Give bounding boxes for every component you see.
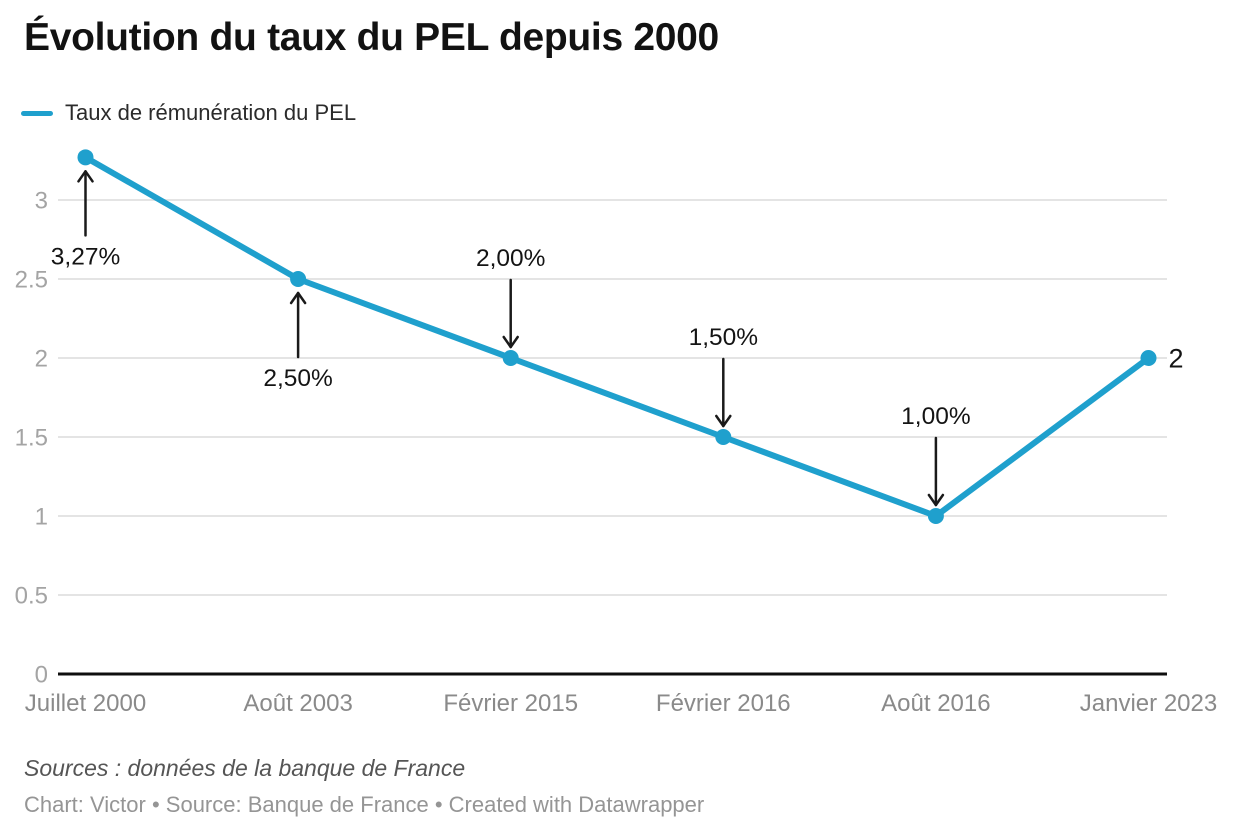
data-point [290, 271, 307, 287]
annotation-label: 1,00% [901, 403, 970, 430]
annotation-arrowhead [77, 170, 94, 183]
data-point [927, 508, 944, 524]
legend: Taux de rémunération du PEL [21, 100, 356, 126]
byline: Chart: Victor • Source: Banque de France… [24, 792, 705, 817]
annotation-arrowhead [715, 414, 732, 428]
data-point [502, 350, 519, 366]
x-axis-label: Janvier 2023 [1080, 690, 1217, 717]
data-point [715, 429, 732, 445]
legend-line-swatch [21, 110, 53, 116]
annotation-label: 2,00% [476, 245, 545, 272]
series-line [82, 154, 1152, 519]
y-tick-label: 0 [35, 662, 48, 689]
data-point [77, 149, 94, 166]
sources-note: Sources : données de la banque de France [24, 755, 466, 781]
annotation-arrowhead [502, 335, 519, 349]
chart-title: Évolution du taux du PEL depuis 2000 [24, 16, 719, 59]
y-tick-label: 3 [35, 188, 48, 215]
annotation-arrowhead [289, 291, 307, 305]
y-tick-label: 1 [35, 504, 48, 531]
y-tick-label: 2 [35, 346, 48, 373]
annotation-label: 1,50% [689, 324, 758, 351]
x-axis-label: Août 2016 [881, 690, 990, 717]
annotation-label: 3,27% [51, 243, 120, 270]
x-axis-label: Août 2003 [243, 690, 352, 717]
x-axis-label: Juillet 2000 [25, 690, 146, 717]
annotation-label: 2,50% [263, 365, 332, 392]
y-tick-label: 2.5 [15, 267, 48, 294]
annotation-arrowhead [927, 493, 945, 507]
y-tick-label: 1.5 [15, 425, 48, 452]
data-point [1140, 350, 1157, 366]
x-axis-label: Février 2015 [443, 690, 578, 717]
y-tick-label: 0.5 [15, 583, 48, 610]
x-axis-label: Février 2016 [656, 690, 791, 717]
legend-label: Taux de rémunération du PEL [65, 100, 357, 125]
value-label: 2 [1169, 344, 1184, 374]
